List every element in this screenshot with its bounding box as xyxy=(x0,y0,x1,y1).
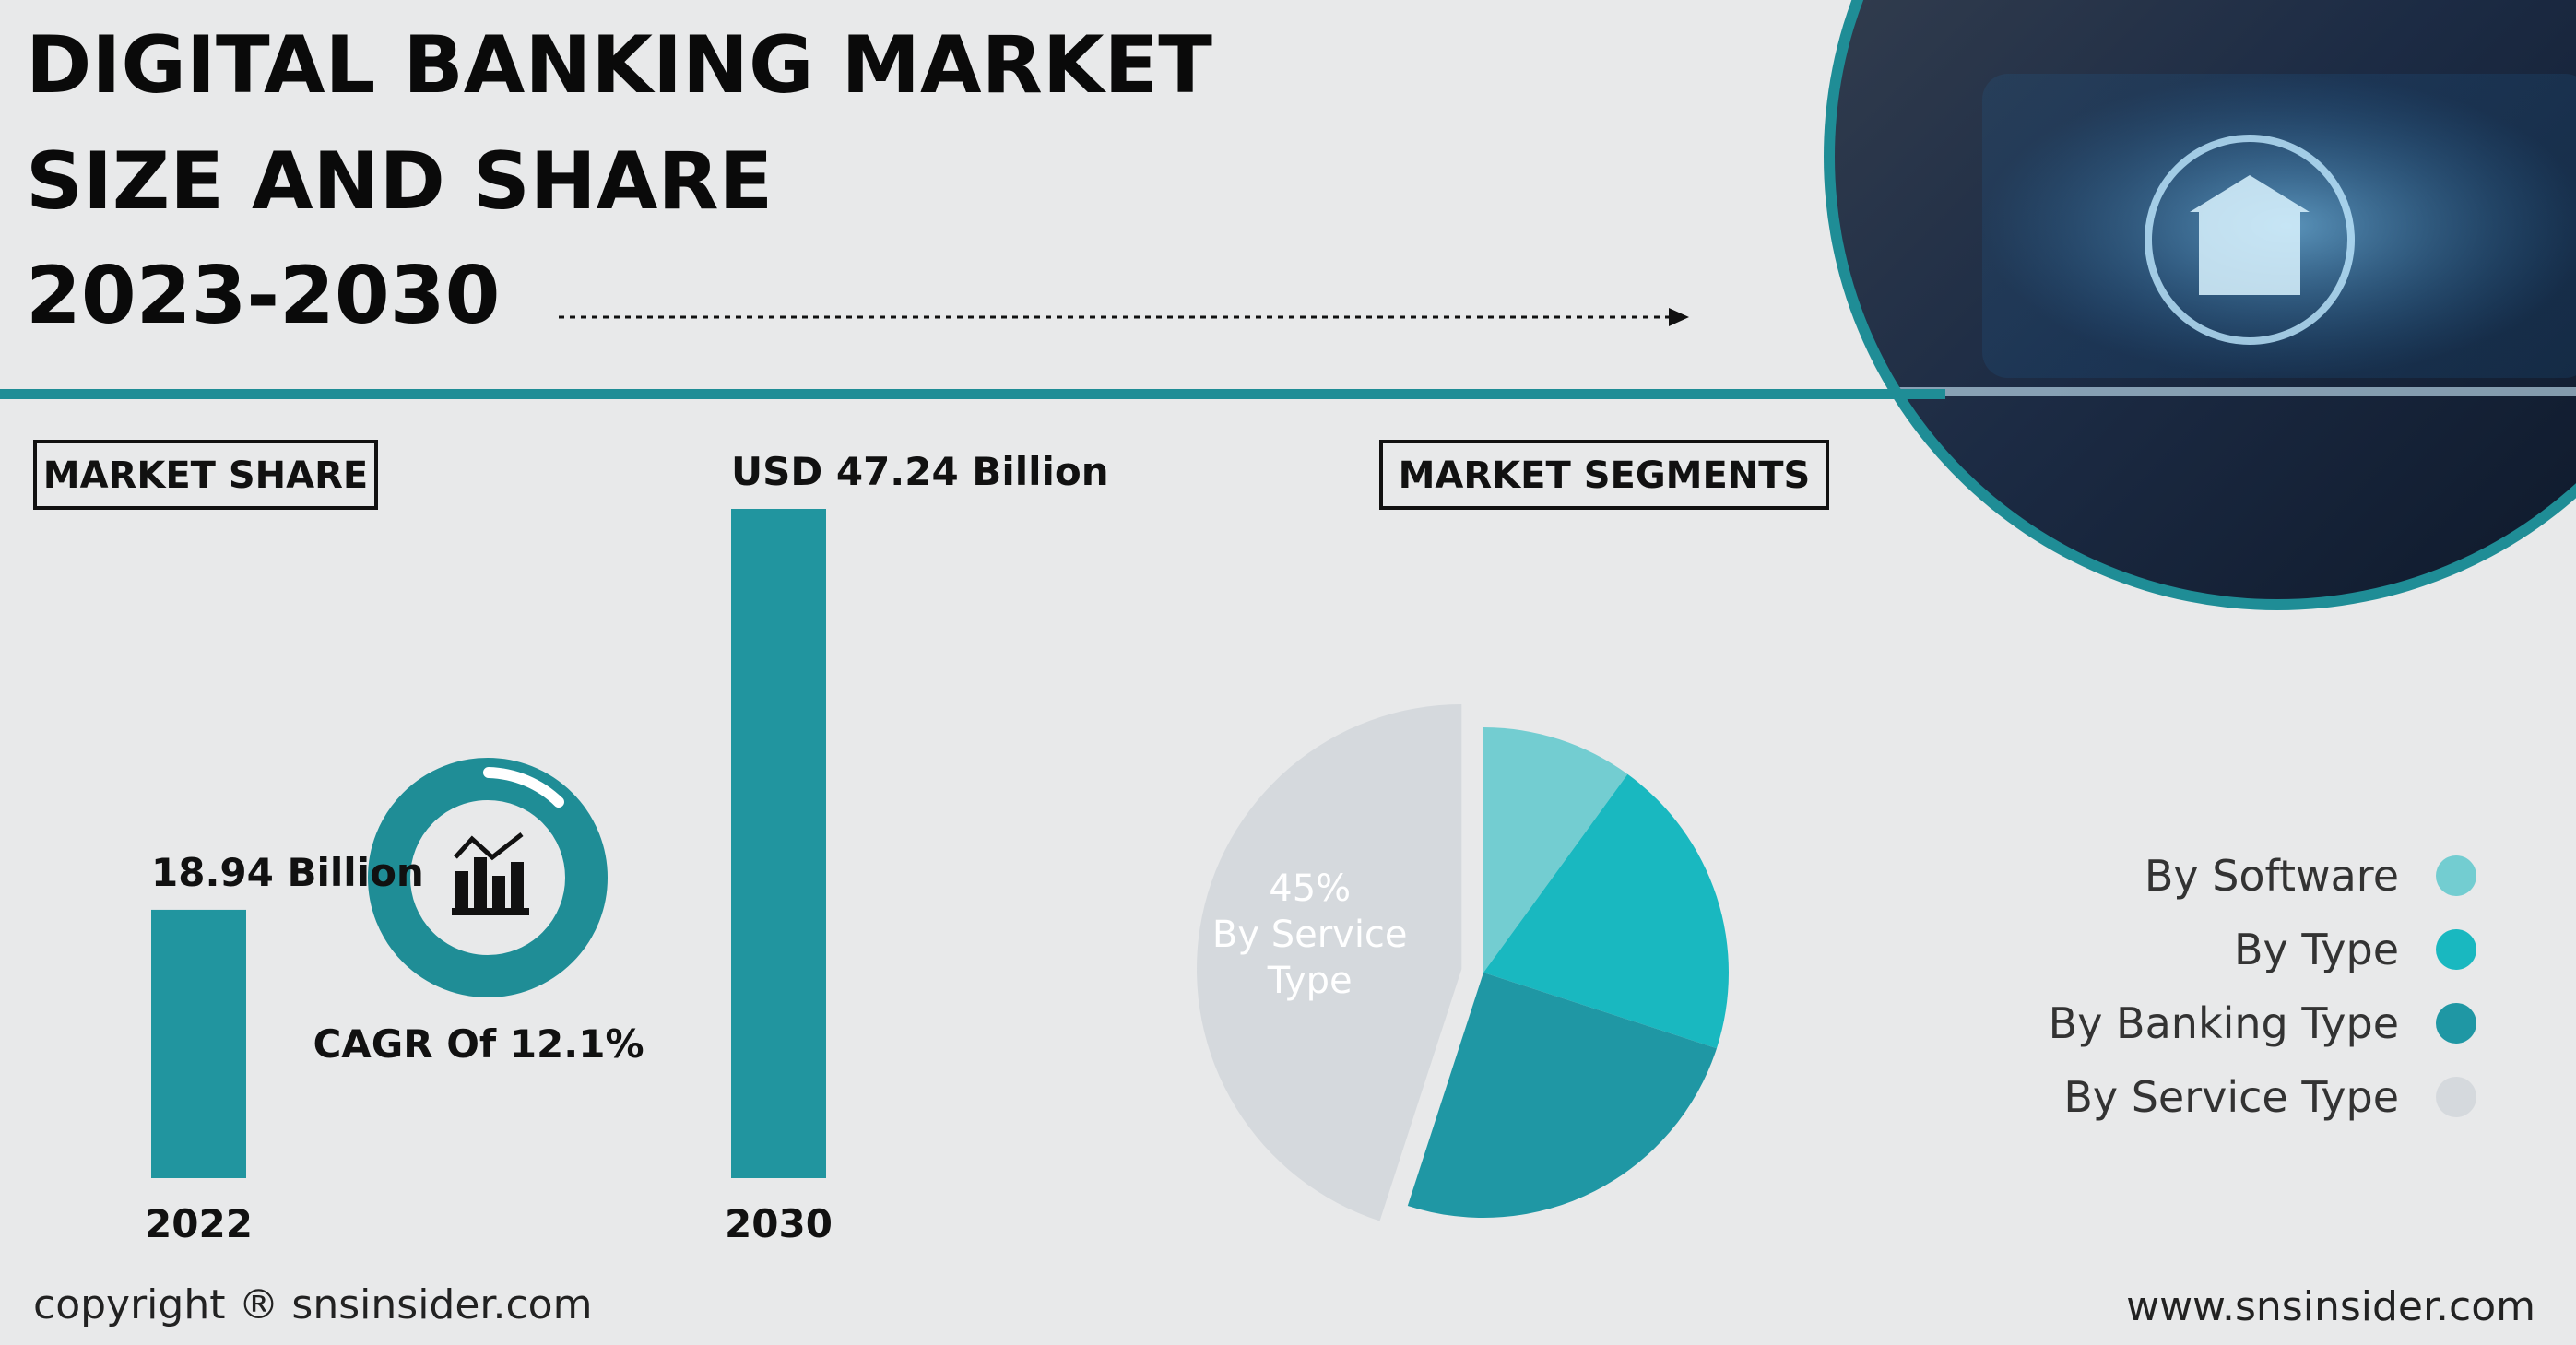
copyright: copyright ® snsinsider.com xyxy=(33,1281,592,1328)
icon-bar xyxy=(455,871,468,908)
bar xyxy=(151,909,246,1178)
section-label: MARKET SHARE xyxy=(43,454,368,497)
photo-icon xyxy=(2199,212,2300,295)
legend-label: By Type xyxy=(2234,925,2399,974)
bar-value-label: 18.94 Billion xyxy=(151,850,424,895)
cagr-label: CAGR Of 12.1% xyxy=(313,1021,644,1067)
photo-icon-ring xyxy=(2145,135,2355,345)
legend-swatch xyxy=(2436,1077,2476,1117)
pie-slice xyxy=(1483,727,1628,973)
pie-slice xyxy=(1407,973,1717,1218)
title-line: SIZE AND SHARE xyxy=(26,136,773,228)
legend-swatch xyxy=(2436,1003,2476,1044)
cagr-icon xyxy=(368,758,608,997)
cagr-ring xyxy=(368,758,608,997)
pie-slice xyxy=(1197,703,1462,1221)
icon-bar xyxy=(492,876,505,908)
legend-label: By Software xyxy=(2145,851,2399,901)
pie-slice xyxy=(1483,773,1730,1049)
icon-bar xyxy=(511,862,524,908)
website: www.snsinsider.com xyxy=(2126,1283,2535,1330)
legend-label: By Service Type xyxy=(2063,1072,2399,1122)
bar-value-label: USD 47.24 Billion xyxy=(731,449,1109,494)
legend-swatch xyxy=(2436,929,2476,970)
icon-trend xyxy=(454,832,524,861)
slice-category-label: By Service Type xyxy=(1212,914,1408,1002)
title-line: 2023-2030 xyxy=(26,250,500,342)
slice-value-label: 45% xyxy=(1269,867,1351,910)
bar-category-label: 2022 xyxy=(145,1201,253,1246)
label-box xyxy=(1379,440,1829,510)
title-line: DIGITAL BANKING MARKET xyxy=(26,19,1212,112)
bar-category-label: 2030 xyxy=(725,1201,833,1246)
arrow-head xyxy=(1669,308,1689,326)
label-box xyxy=(33,440,378,510)
legend-swatch xyxy=(2436,855,2476,896)
icon-base xyxy=(452,908,529,915)
cagr-arc xyxy=(483,767,564,808)
photo-glow-line xyxy=(1890,387,2576,396)
section-label: MARKET SEGMENTS xyxy=(1399,454,1811,497)
photo-icon-roof xyxy=(2190,175,2310,212)
icon-bar xyxy=(474,857,487,908)
bar xyxy=(731,509,826,1178)
legend-label: By Banking Type xyxy=(2049,998,2399,1048)
divider xyxy=(0,389,1945,399)
